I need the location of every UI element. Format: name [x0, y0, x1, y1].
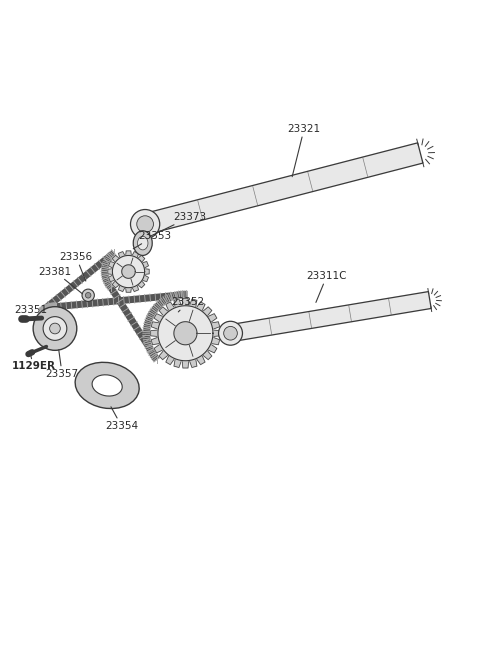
Polygon shape — [122, 265, 135, 279]
Ellipse shape — [75, 362, 139, 409]
Circle shape — [224, 327, 237, 340]
Circle shape — [85, 292, 91, 298]
Circle shape — [33, 307, 77, 350]
Polygon shape — [211, 337, 220, 345]
Polygon shape — [151, 322, 160, 329]
Polygon shape — [108, 261, 115, 268]
Circle shape — [49, 323, 60, 334]
Polygon shape — [166, 302, 175, 311]
Polygon shape — [143, 143, 423, 235]
Circle shape — [82, 289, 95, 302]
Polygon shape — [190, 299, 197, 307]
Text: 23373: 23373 — [151, 212, 207, 236]
Polygon shape — [166, 355, 175, 365]
Circle shape — [218, 321, 242, 345]
Polygon shape — [112, 281, 120, 288]
Polygon shape — [138, 256, 145, 262]
Polygon shape — [196, 302, 205, 311]
Polygon shape — [174, 322, 197, 345]
Polygon shape — [119, 252, 125, 258]
Polygon shape — [213, 330, 220, 336]
Circle shape — [43, 317, 67, 340]
Polygon shape — [126, 251, 132, 256]
Polygon shape — [144, 269, 149, 275]
Polygon shape — [190, 359, 197, 367]
Polygon shape — [211, 322, 220, 329]
Text: 1129ER: 1129ER — [12, 353, 55, 371]
Polygon shape — [158, 306, 213, 361]
Text: 23356: 23356 — [60, 252, 93, 281]
Text: 23321: 23321 — [288, 124, 321, 177]
Polygon shape — [174, 359, 181, 367]
Polygon shape — [154, 344, 163, 353]
Polygon shape — [108, 269, 113, 275]
Polygon shape — [151, 330, 158, 336]
Polygon shape — [112, 256, 120, 262]
Text: 23357: 23357 — [46, 350, 79, 378]
Polygon shape — [126, 288, 132, 292]
Polygon shape — [154, 313, 163, 323]
Polygon shape — [203, 307, 212, 316]
Polygon shape — [108, 275, 115, 282]
Ellipse shape — [137, 237, 148, 250]
Circle shape — [137, 215, 154, 233]
Polygon shape — [229, 292, 431, 342]
Circle shape — [131, 210, 160, 238]
Polygon shape — [207, 344, 217, 353]
Text: 23381: 23381 — [38, 267, 83, 294]
Text: 23354: 23354 — [105, 407, 138, 431]
Polygon shape — [119, 285, 125, 292]
Polygon shape — [203, 350, 212, 359]
Polygon shape — [182, 298, 189, 306]
Polygon shape — [159, 350, 168, 359]
Polygon shape — [132, 285, 139, 292]
Polygon shape — [142, 261, 148, 268]
Polygon shape — [207, 313, 217, 323]
Polygon shape — [132, 252, 139, 258]
Polygon shape — [159, 307, 168, 316]
Text: 23352: 23352 — [171, 298, 204, 312]
Polygon shape — [196, 355, 205, 365]
Ellipse shape — [133, 231, 152, 256]
Polygon shape — [138, 281, 145, 288]
Text: 23351: 23351 — [14, 305, 48, 318]
Polygon shape — [112, 256, 144, 288]
Polygon shape — [151, 337, 160, 345]
Polygon shape — [182, 361, 189, 368]
Polygon shape — [174, 299, 181, 307]
Ellipse shape — [92, 375, 122, 396]
Text: 23353: 23353 — [133, 231, 171, 249]
Polygon shape — [142, 275, 148, 282]
Text: 23311C: 23311C — [306, 271, 347, 302]
